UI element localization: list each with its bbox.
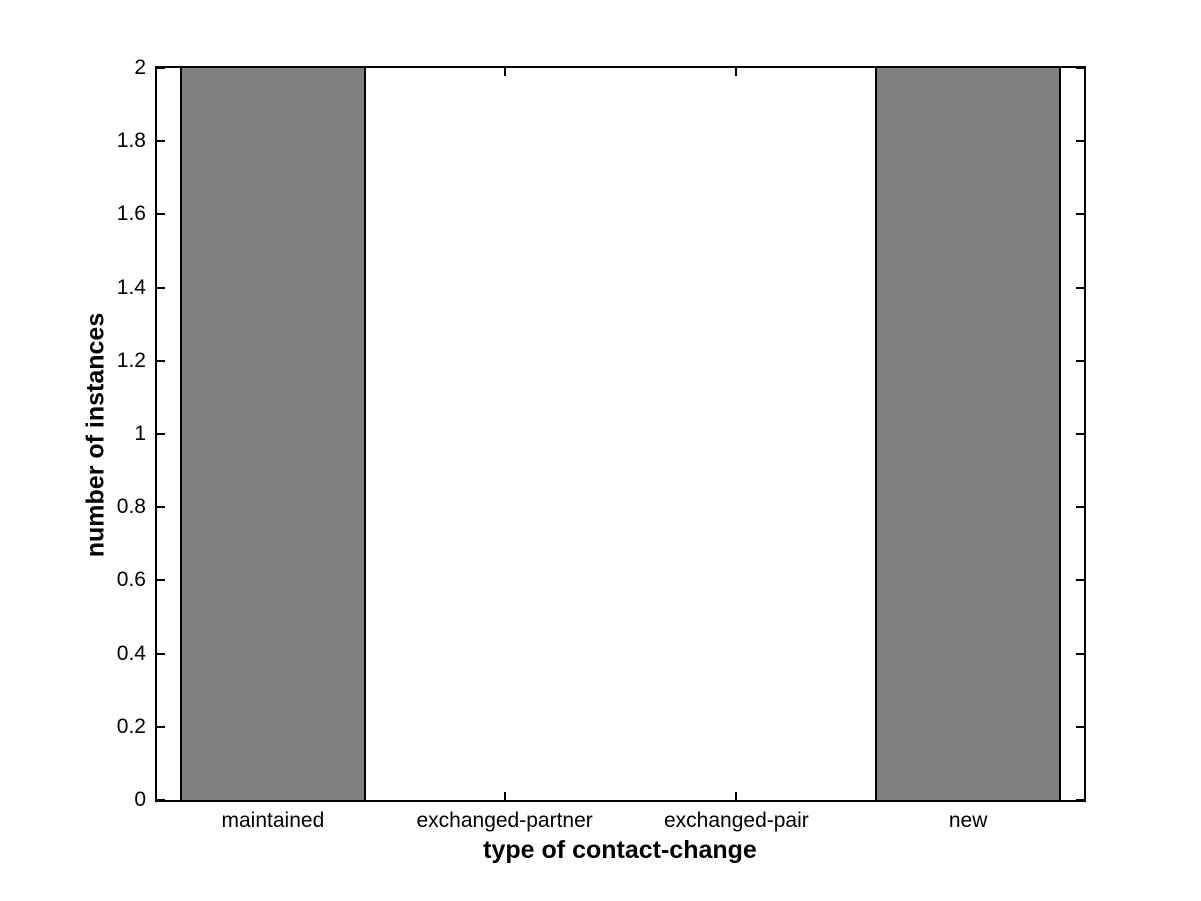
plot-inner	[157, 67, 1084, 801]
y-axis-label: number of instances	[81, 312, 110, 558]
x-tick-label: new	[948, 809, 988, 832]
y-tick-left	[157, 140, 165, 143]
y-tick-right	[1076, 433, 1084, 435]
y-tick-right	[1076, 140, 1084, 143]
y-tick-label: 1.4	[116, 275, 146, 299]
bar-new	[875, 68, 1061, 800]
x-tick-label: exchanged-pair	[663, 809, 809, 832]
x-tick-top	[735, 68, 738, 76]
y-tick-label: 0.2	[116, 714, 146, 738]
y-tick-left	[157, 286, 165, 289]
y-tick-left	[157, 725, 165, 728]
y-tick-right	[1076, 579, 1084, 582]
x-tick-label: maintained	[221, 809, 325, 832]
y-tick-left	[157, 213, 165, 216]
x-tick-bottom	[503, 792, 506, 800]
y-tick-label: 1.2	[116, 348, 146, 372]
y-tick-left	[157, 652, 165, 655]
plot-area	[155, 66, 1086, 802]
y-tick-left	[157, 799, 165, 801]
y-tick-left	[157, 433, 165, 435]
y-tick-right	[1076, 725, 1084, 728]
y-tick-right	[1076, 213, 1084, 216]
y-tick-label: 0.8	[116, 495, 146, 519]
x-tick-top	[503, 68, 506, 76]
y-tick-right	[1076, 799, 1084, 801]
x-tick-label: exchanged-partner	[416, 809, 593, 832]
y-tick-left	[157, 506, 165, 509]
y-tick-right	[1076, 67, 1084, 69]
y-tick-right	[1076, 359, 1084, 362]
bar-maintained	[180, 68, 366, 800]
y-tick-label: 1	[134, 422, 146, 445]
y-tick-label: 1.6	[116, 202, 146, 226]
y-tick-left	[157, 67, 165, 69]
y-tick-label: 0	[134, 788, 146, 811]
x-axis-label: type of contact-change	[483, 836, 757, 864]
y-tick-left	[157, 579, 165, 582]
y-tick-label: 2	[134, 56, 146, 79]
x-tick-bottom	[735, 792, 738, 800]
y-tick-label: 0.6	[116, 568, 146, 592]
y-tick-right	[1076, 652, 1084, 655]
y-tick-label: 0.4	[116, 641, 146, 665]
y-tick-label: 1.8	[116, 129, 146, 153]
y-tick-right	[1076, 506, 1084, 509]
y-tick-right	[1076, 286, 1084, 289]
y-tick-left	[157, 359, 165, 362]
